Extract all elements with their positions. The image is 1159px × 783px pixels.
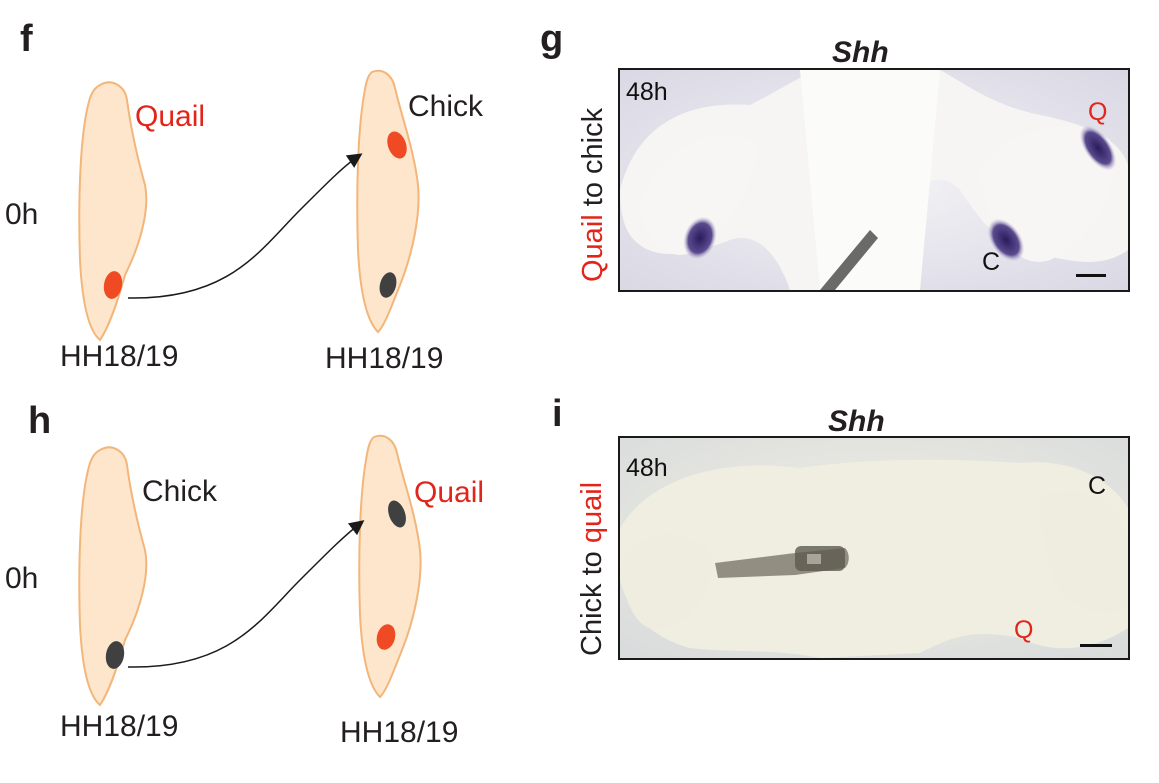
chick-mark-g: C xyxy=(982,248,1001,276)
panel-letter-g: g xyxy=(540,18,564,60)
species-label-quail-h: Quail xyxy=(414,476,485,509)
graft-dark-f-right xyxy=(379,272,397,298)
timepoint-label-i: 48h xyxy=(626,454,668,482)
graft-red-h-right xyxy=(376,624,396,650)
stage-label-f-right: HH18/19 xyxy=(325,342,444,375)
graft-direction-label-i: Chick to quail xyxy=(576,481,608,656)
gene-title-g: Shh xyxy=(832,36,889,69)
species-label-chick: Chick xyxy=(408,90,484,123)
quail-mark-g: Q xyxy=(1088,98,1108,126)
transplant-arrow-f xyxy=(127,153,363,299)
graft-dark-h-right xyxy=(388,500,406,528)
embryo-photo-g xyxy=(618,68,1130,292)
panel-letter-i: i xyxy=(552,393,563,435)
graft-red-f-right xyxy=(387,131,407,159)
time-label-h: 0h xyxy=(5,562,39,595)
limb-bud-h-right xyxy=(358,434,422,699)
panel-letter-f: f xyxy=(20,18,33,60)
gene-title-i: Shh xyxy=(828,405,885,438)
embryo-photo-i xyxy=(618,436,1130,660)
timepoint-label-g: 48h xyxy=(626,78,668,106)
chick-mark-i: C xyxy=(1088,472,1107,500)
species-label-quail: Quail xyxy=(135,100,206,133)
limb-bud-f-left xyxy=(78,81,148,342)
graft-direction-label-g: Quail to chick xyxy=(577,107,609,282)
time-label-f: 0h xyxy=(5,198,39,231)
limb-bud-h-left xyxy=(78,446,148,707)
stage-label-h-right: HH18/19 xyxy=(340,716,459,749)
quail-mark-i: Q xyxy=(1014,616,1034,644)
stage-label-f-left: HH18/19 xyxy=(60,340,179,373)
transplant-arrow-h xyxy=(127,520,365,668)
graft-dark-h-left xyxy=(105,641,125,669)
limb-bud-f-right xyxy=(356,69,420,334)
stage-label-h-left: HH18/19 xyxy=(60,710,179,743)
graft-red-f-left xyxy=(103,271,123,299)
species-label-chick-h: Chick xyxy=(142,475,218,508)
panel-letter-h: h xyxy=(28,400,52,442)
